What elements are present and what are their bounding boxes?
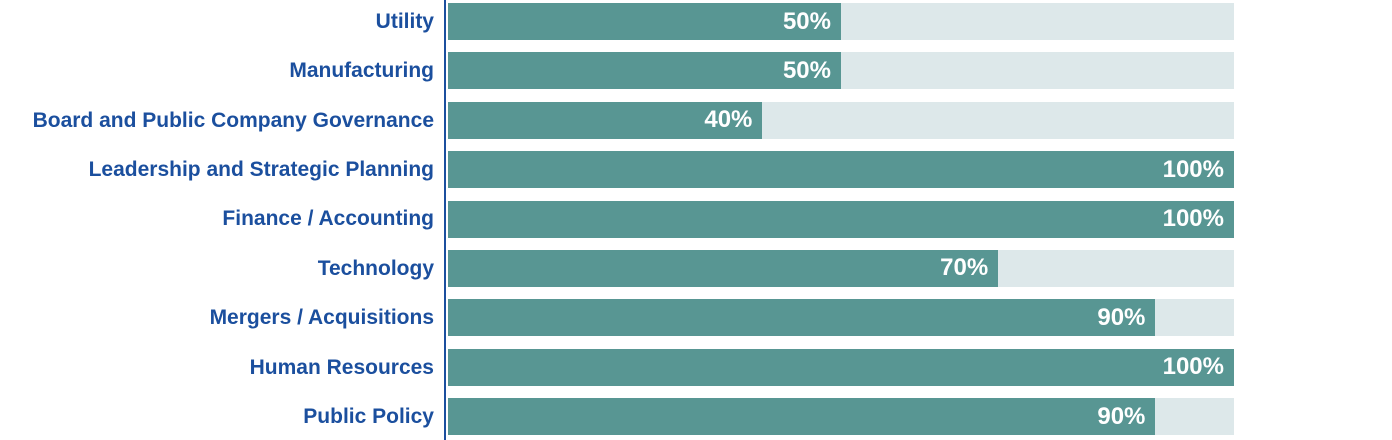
bar-fill: 50%	[448, 3, 841, 40]
bar-value-label: 50%	[782, 7, 831, 35]
category-label: Leadership and Strategic Planning	[88, 158, 434, 182]
bar-fill: 50%	[448, 52, 841, 90]
bar-track: 90%	[448, 398, 1234, 435]
bar-fill: 90%	[448, 398, 1156, 435]
bar-track: 70%	[448, 249, 1234, 287]
chart-row: Leadership and Strategic Planning 100%	[0, 151, 1392, 189]
bar-track: 50%	[448, 52, 1234, 90]
category-label: Mergers / Acquisitions	[209, 306, 434, 330]
bar-track: 90%	[448, 299, 1234, 337]
chart-row: Public Policy 90%	[0, 398, 1392, 435]
chart-row: Manufacturing 50%	[0, 52, 1392, 90]
bar-fill: 70%	[448, 249, 999, 287]
bar-value-label: 70%	[940, 254, 989, 282]
chart-row: Board and Public Company Governance 40%	[0, 101, 1392, 139]
bar-fill: 100%	[448, 151, 1234, 189]
category-label: Public Policy	[303, 404, 434, 428]
bar-value-label: 100%	[1162, 155, 1224, 183]
bar-value-label: 90%	[1097, 402, 1146, 430]
bar-value-label: 90%	[1097, 303, 1146, 331]
bar-fill: 90%	[448, 299, 1156, 337]
chart-row: Mergers / Acquisitions 90%	[0, 299, 1392, 337]
chart-row: Human Resources 100%	[0, 348, 1392, 386]
category-label: Board and Public Company Governance	[32, 108, 434, 132]
category-label: Human Resources	[249, 355, 434, 379]
chart-row: Technology 70%	[0, 249, 1392, 287]
bar-fill: 100%	[448, 348, 1234, 386]
bar-value-label: 100%	[1162, 205, 1224, 232]
bar-track: 100%	[448, 200, 1234, 238]
category-label: Utility	[375, 9, 434, 33]
bar-track: 40%	[448, 101, 1234, 139]
bar-track: 50%	[448, 3, 1234, 40]
bar-track: 100%	[448, 151, 1234, 189]
bar-value-label: 40%	[704, 106, 753, 134]
bar-value-label: 100%	[1162, 353, 1224, 381]
bar-fill: 40%	[448, 101, 763, 139]
bar-fill: 100%	[448, 200, 1234, 238]
chart-row: Utility 50%	[0, 3, 1392, 40]
y-axis-line	[444, 0, 446, 440]
bar-track: 100%	[448, 348, 1234, 386]
category-label: Finance / Accounting	[222, 207, 434, 231]
chart-row: Finance / Accounting 100%	[0, 200, 1392, 238]
bar-value-label: 50%	[782, 56, 831, 84]
category-label: Manufacturing	[289, 59, 434, 83]
category-label: Technology	[317, 256, 434, 280]
